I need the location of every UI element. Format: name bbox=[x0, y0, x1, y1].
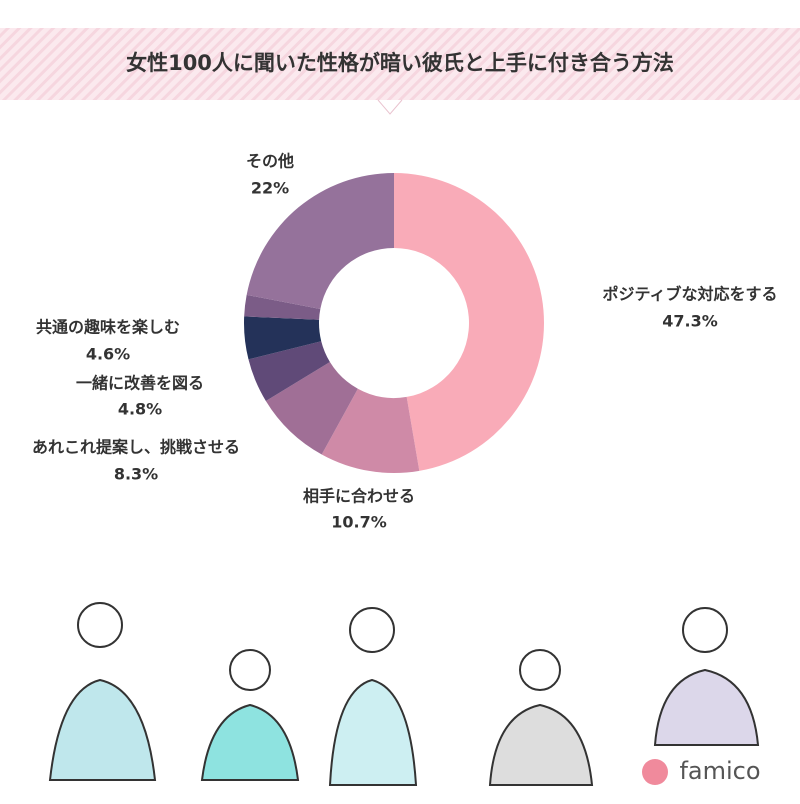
slice-label: 相手に合わせる bbox=[303, 487, 415, 506]
donut-slice bbox=[244, 294, 321, 320]
donut-slice bbox=[394, 173, 544, 471]
brand-logo bbox=[642, 759, 668, 785]
slice-label: 一緒に改善を図る bbox=[76, 374, 204, 393]
slice-value: 4.8% bbox=[118, 400, 162, 419]
slice-value: 4.6% bbox=[86, 345, 130, 364]
donut-slice bbox=[244, 316, 322, 360]
slice-label: その他 bbox=[246, 152, 294, 171]
title-notch bbox=[377, 99, 403, 115]
slice-label: ポジティブな対応をする bbox=[602, 285, 777, 304]
donut-slice bbox=[246, 173, 394, 309]
donut-slice bbox=[265, 361, 358, 455]
donut-slice bbox=[248, 341, 330, 401]
title-band bbox=[0, 28, 800, 100]
slice-label: あれこれ提案し、挑戦させる bbox=[32, 438, 240, 457]
chart-title: 女性100人に聞いた性格が暗い彼氏と上手に付き合う方法 bbox=[126, 51, 674, 75]
donut-slice bbox=[321, 388, 420, 474]
slice-value: 47.3% bbox=[662, 312, 718, 331]
slice-value: 10.7% bbox=[331, 513, 387, 532]
illustrations bbox=[48, 602, 760, 786]
slice-label: 共通の趣味を楽しむ bbox=[36, 318, 180, 337]
slice-value: 8.3% bbox=[114, 465, 158, 484]
slice-value: 22% bbox=[251, 179, 289, 198]
brand-name: famico bbox=[679, 757, 760, 785]
